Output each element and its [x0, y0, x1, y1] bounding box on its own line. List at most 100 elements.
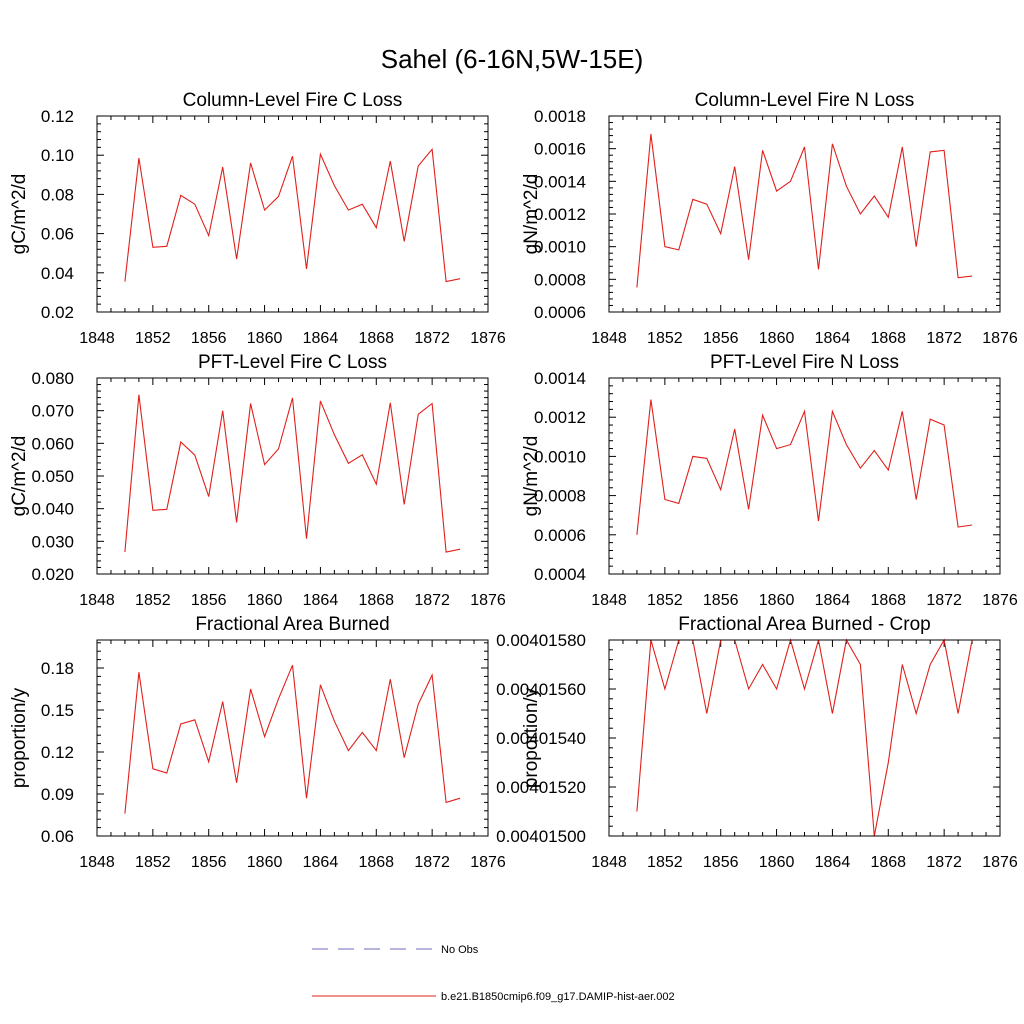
x-tick-label: 1856: [703, 854, 739, 871]
x-tick-label: 1856: [191, 330, 227, 347]
y-tick-label: 0.0008: [534, 487, 586, 506]
y-tick-label: 0.070: [31, 402, 74, 421]
x-tick-label: 1860: [247, 854, 283, 871]
y-tick-label: 0.050: [31, 467, 74, 486]
series-line: [124, 147, 461, 283]
panel-title: Fractional Area Burned - Crop: [678, 614, 930, 635]
y-axis-label: proportion/y: [521, 687, 542, 788]
x-tick-label: 1864: [815, 592, 851, 609]
x-tick-label: 1848: [79, 854, 115, 871]
plot-frame: [96, 377, 489, 575]
y-tick-label: 0.12: [41, 743, 74, 762]
y-tick-label: 0.09: [41, 785, 74, 804]
y-tick-label: 0.06: [41, 827, 74, 846]
y-tick-label: 0.0016: [534, 140, 586, 159]
x-tick-label: 1852: [135, 592, 171, 609]
y-tick-label: 0.08: [41, 185, 74, 204]
x-tick-label: 1868: [358, 854, 394, 871]
x-tick-label: 1852: [647, 854, 683, 871]
y-axis-label: gN/m^2/d: [521, 174, 542, 255]
y-tick-label: 0.0010: [534, 238, 586, 257]
x-tick-label: 1868: [358, 592, 394, 609]
x-tick-label: 1860: [759, 330, 795, 347]
x-tick-label: 1852: [647, 330, 683, 347]
x-tick-label: 1860: [247, 330, 283, 347]
plot-frame: [96, 115, 489, 313]
y-tick-label: 0.0008: [534, 270, 586, 289]
x-tick-label: 1876: [470, 330, 506, 347]
y-tick-label: 0.00401560: [496, 680, 586, 699]
x-tick-label: 1872: [414, 592, 450, 609]
x-tick-label: 1856: [703, 592, 739, 609]
series-line: [124, 664, 461, 814]
panel-title: Fractional Area Burned: [195, 614, 389, 635]
x-tick-label: 1872: [926, 330, 962, 347]
panel-4: PFT-Level Fire N Loss gN/m^2/d 1848 1852 185…: [521, 352, 1018, 609]
x-tick-label: 1848: [591, 854, 627, 871]
panel-title: PFT-Level Fire N Loss: [710, 352, 899, 373]
x-tick-label: 1864: [303, 330, 339, 347]
x-tick-label: 1864: [303, 592, 339, 609]
y-tick-label: 0.02: [41, 303, 74, 322]
x-tick-label: 1860: [759, 854, 795, 871]
y-axis-label: gC/m^2/d: [9, 436, 30, 517]
y-tick-label: 0.0006: [534, 303, 586, 322]
x-tick-label: 1868: [870, 592, 906, 609]
panel-3: PFT-Level Fire C Loss gC/m^2/d 1848 1852 185…: [9, 352, 506, 609]
y-tick-label: 0.030: [31, 532, 74, 551]
panel-title: PFT-Level Fire C Loss: [198, 352, 387, 373]
y-tick-label: 0.12: [41, 107, 74, 126]
panel-6: Fractional Area Burned - Crop proportion/…: [496, 614, 1018, 871]
x-tick-label: 1872: [926, 592, 962, 609]
y-tick-label: 0.0014: [534, 172, 586, 191]
plot-frame: [96, 639, 489, 837]
y-tick-label: 0.10: [41, 146, 74, 165]
x-tick-label: 1876: [982, 330, 1018, 347]
y-tick-label: 0.020: [31, 565, 74, 584]
panels: Column-Level Fire C Loss gC/m^2/d 1848 1852…: [9, 90, 1018, 871]
y-axis-label: gN/m^2/d: [521, 436, 542, 517]
y-tick-label: 0.0006: [534, 526, 586, 545]
y-tick-label: 0.18: [41, 659, 74, 678]
y-axis-label: proportion/y: [9, 687, 30, 788]
plot-frame: [608, 115, 1001, 313]
x-tick-label: 1848: [79, 592, 115, 609]
y-tick-label: 0.080: [31, 369, 74, 388]
y-tick-label: 0.00401500: [496, 827, 586, 846]
y-tick-label: 0.060: [31, 434, 74, 453]
legend-label-no-obs: No Obs: [441, 944, 479, 956]
y-tick-label: 0.0010: [534, 447, 586, 466]
series-line: [636, 637, 973, 837]
y-tick-label: 0.00401580: [496, 631, 586, 650]
y-tick-label: 0.0012: [534, 408, 586, 427]
x-tick-label: 1872: [414, 854, 450, 871]
series-line: [124, 394, 461, 553]
plot-frame: [608, 377, 1001, 575]
panel-title: Column-Level Fire N Loss: [695, 90, 915, 111]
y-tick-label: 0.040: [31, 500, 74, 519]
x-tick-label: 1856: [703, 330, 739, 347]
x-tick-label: 1852: [135, 854, 171, 871]
panel-title: Column-Level Fire C Loss: [183, 90, 403, 111]
x-tick-label: 1868: [358, 330, 394, 347]
x-tick-label: 1876: [470, 592, 506, 609]
y-tick-label: 0.0014: [534, 369, 586, 388]
x-tick-label: 1868: [870, 330, 906, 347]
series-line: [636, 399, 973, 535]
x-tick-label: 1852: [647, 592, 683, 609]
series-line: [636, 133, 973, 288]
x-tick-label: 1868: [870, 854, 906, 871]
x-tick-label: 1876: [982, 592, 1018, 609]
y-tick-label: 0.0004: [534, 565, 586, 584]
y-tick-label: 0.0012: [534, 205, 586, 224]
x-tick-label: 1860: [247, 592, 283, 609]
x-tick-label: 1848: [79, 330, 115, 347]
x-tick-label: 1864: [815, 330, 851, 347]
x-tick-label: 1860: [759, 592, 795, 609]
legend: No Obs b.e21.B1850cmip6.f09_g17.DAMIP-hi…: [312, 944, 675, 1003]
x-tick-label: 1864: [303, 854, 339, 871]
plot-frame: [608, 639, 1001, 837]
y-tick-label: 0.06: [41, 225, 74, 244]
y-tick-label: 0.15: [41, 701, 74, 720]
